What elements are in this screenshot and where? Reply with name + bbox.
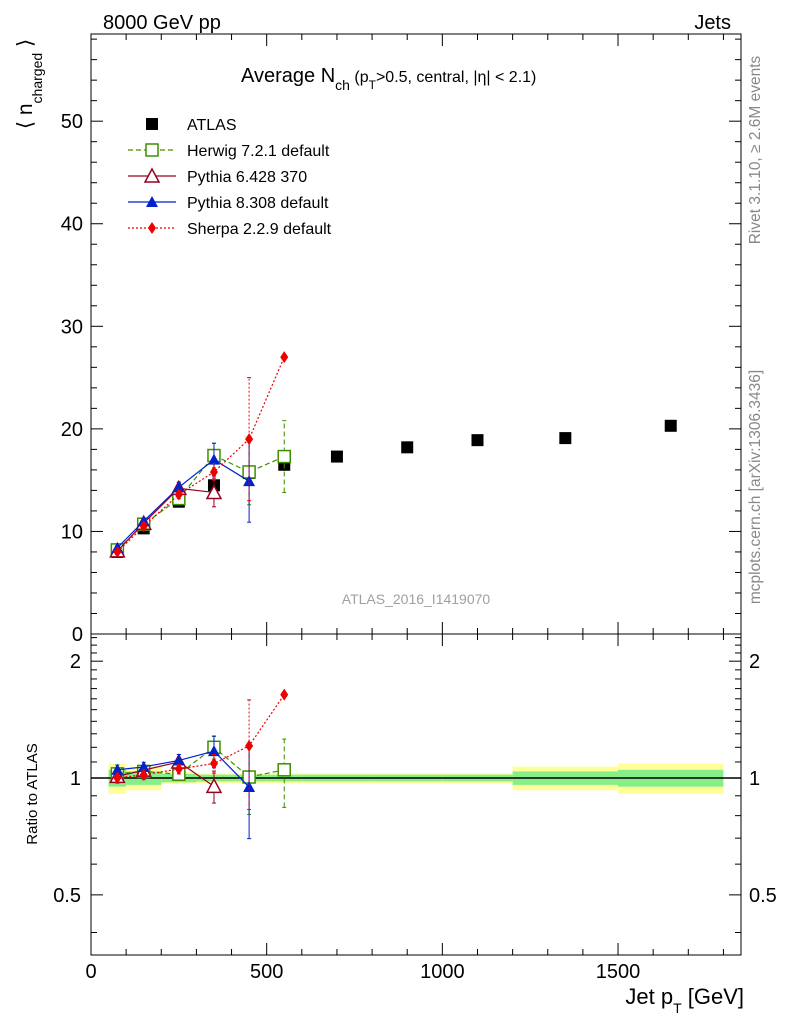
main-s1-line — [116, 454, 285, 551]
legend-marker — [143, 167, 161, 183]
ratio-s2-point — [172, 754, 185, 766]
main-y-tick-label: 30 — [61, 316, 83, 338]
main-s3-point — [172, 481, 185, 493]
rivet-label: Rivet 3.1.10, ≥ 2.6M events — [747, 55, 764, 244]
ratio-s0-point — [277, 763, 291, 777]
legend-marker — [146, 118, 158, 130]
ratio-s3-point — [174, 763, 183, 776]
ratio-s3-point — [245, 739, 254, 752]
main-s2-point — [205, 483, 223, 500]
legend-marker — [148, 222, 156, 234]
main-s0-point — [664, 419, 677, 432]
legend-label: Sherpa 2.2.9 default — [187, 221, 332, 238]
header-left: 8000 GeV pp — [103, 12, 221, 34]
main-s0-series — [111, 419, 677, 558]
header-right: Jets — [694, 12, 731, 34]
legend-entry: ATLAS — [146, 117, 237, 134]
x-tick-label: 0 — [85, 961, 96, 983]
main-s0-point — [471, 434, 484, 447]
main-series-layer — [109, 351, 677, 558]
main-s4-point — [174, 488, 183, 501]
main-s4-point — [139, 520, 148, 533]
main-s4-point — [280, 351, 289, 364]
ratio-y-tick-label-right: 0.5 — [749, 885, 777, 907]
ratio-s1-line — [117, 761, 215, 787]
main-plot-title: Average Nch (pT>0.5, central, |η| < 2.1) — [241, 65, 536, 93]
ratio-axis-ticks: 0.5 0.5 1 1 2 2 0 500 1000 1500 — [53, 634, 777, 983]
legend-label: ATLAS — [187, 117, 237, 134]
main-y-tick-label: 10 — [61, 521, 83, 543]
legend: ATLAS Herwig 7.2.1 default Pythia 6.428 37… — [128, 117, 332, 238]
main-s4-line — [116, 356, 285, 553]
main-y-axis-label: ⟨ ncharged ⟩ — [14, 39, 45, 129]
legend-marker — [145, 143, 159, 157]
mcplots-label: mcplots.cern.ch [arXiv:1306.3436] — [747, 370, 764, 604]
ratio-s2-point — [243, 781, 256, 793]
main-s2-series — [109, 477, 223, 558]
main-s4-point — [209, 465, 218, 478]
ratio-s3-point — [139, 768, 148, 781]
legend-label: Herwig 7.2.1 default — [187, 143, 330, 160]
x-tick-label: 500 — [250, 961, 283, 983]
main-y-tick-label: 20 — [61, 419, 83, 441]
main-s1-series — [110, 420, 291, 557]
x-tick-label: 1500 — [596, 961, 641, 983]
main-s0-point — [559, 432, 572, 445]
main-s3-point — [207, 453, 220, 465]
main-s0-point — [401, 441, 414, 454]
ratio-y-axis-label: Ratio to ATLAS — [24, 743, 41, 844]
main-s3-point — [243, 475, 256, 487]
ratio-s0-line — [117, 746, 285, 778]
main-plot-panel: Average Nch (pT>0.5, central, |η| < 2.1)… — [14, 33, 742, 646]
main-y-tick-label: 50 — [61, 111, 83, 133]
legend-entry: Herwig 7.2.1 default — [128, 143, 330, 160]
main-s4-point — [113, 545, 122, 558]
analysis-watermark: ATLAS_2016_I1419070 — [342, 591, 491, 607]
ratio-y-tick-label-right: 2 — [749, 651, 760, 673]
main-s4-series — [113, 351, 289, 558]
ratio-s2-point — [111, 763, 124, 775]
ratio-y-tick-label-right: 1 — [749, 768, 760, 790]
legend-entry: Pythia 8.308 default — [128, 195, 329, 212]
main-y-tick-label: 0 — [72, 624, 83, 646]
ratio-s3-point — [280, 688, 289, 701]
ratio-s2-point — [207, 745, 220, 757]
main-y-tick-label: 40 — [61, 214, 83, 236]
ratio-series-layer — [109, 688, 291, 840]
legend-entry: Sherpa 2.2.9 default — [128, 221, 332, 238]
main-s1-point — [277, 449, 291, 464]
x-axis-label: Jet pT [GeV] — [625, 984, 744, 1016]
ratio-s3-series — [113, 688, 289, 810]
x-tick-label: 1000 — [420, 961, 465, 983]
ratio-s2-point — [137, 760, 150, 772]
ratio-s3-point — [209, 757, 218, 770]
ratio-y-tick-label: 2 — [70, 651, 81, 673]
main-s4-point — [245, 433, 254, 446]
legend-marker — [146, 196, 158, 207]
ratio-s2-series — [111, 735, 256, 840]
legend-label: Pythia 6.428 370 — [187, 169, 307, 186]
ratio-plot-panel: Ratio to ATLAS 0.5 0.5 1 1 2 2 0 500 1000 1500 Je… — [24, 633, 777, 1016]
main-s2-line — [116, 487, 215, 552]
ratio-s3-point — [113, 772, 122, 785]
ratio-s1-point — [205, 777, 223, 794]
ratio-y-tick-label: 1 — [70, 768, 81, 790]
legend-label: Pythia 8.308 default — [187, 195, 329, 212]
ratio-plot-frame — [90, 633, 742, 956]
main-s0-point — [330, 450, 343, 463]
legend-entry: Pythia 6.428 370 — [128, 167, 307, 186]
main-axis-ticks: 0 10 20 30 40 50 — [61, 34, 741, 646]
ratio-y-tick-label: 0.5 — [53, 885, 81, 907]
